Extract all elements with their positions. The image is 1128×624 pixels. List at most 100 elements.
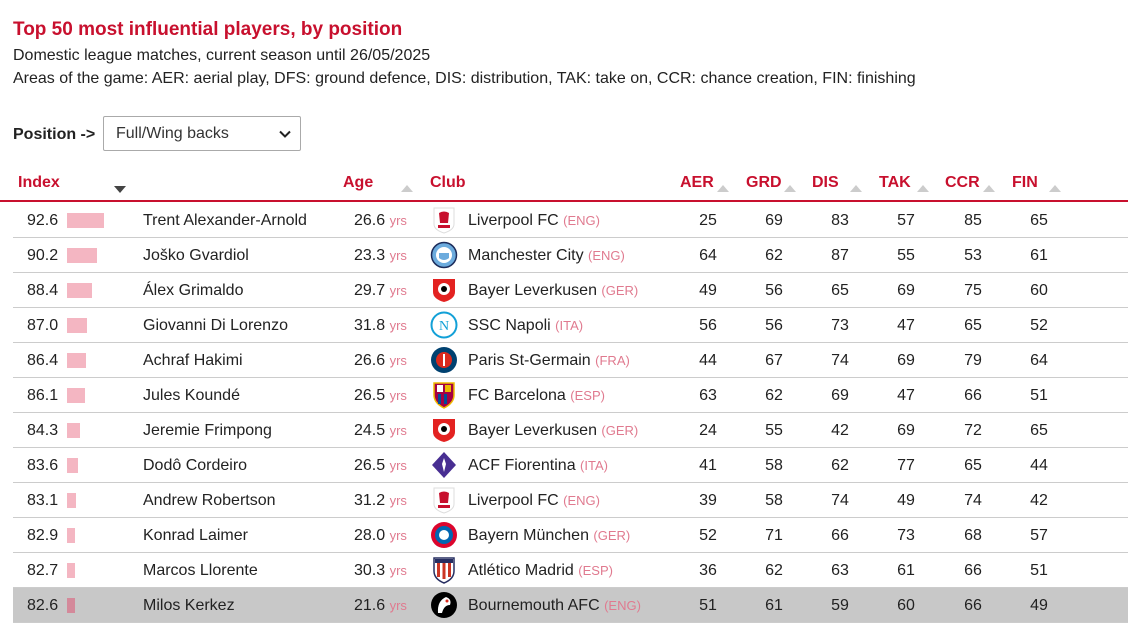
club-name[interactable]: Liverpool FC (ENG) [468,492,600,509]
fin-value: 52 [1030,317,1048,334]
column-header-grd[interactable]: GRD [746,174,796,192]
tak-value: 55 [897,247,915,264]
tak-value: 57 [897,212,915,229]
index-value: 86.1 [27,387,59,404]
club-name[interactable]: Bournemouth AFC (ENG) [468,597,641,614]
tak-value: 69 [897,422,915,439]
table-row[interactable]: 82.9 Konrad Laimer 28.0 yrs Bayern Münch… [13,518,1128,553]
player-name[interactable]: Achraf Hakimi [143,352,243,369]
sort-asc-icon [717,179,729,197]
club-name[interactable]: Liverpool FC (ENG) [468,212,600,229]
table-row[interactable]: 82.7 Marcos Llorente 30.3 yrs Atlético M… [13,553,1128,588]
club-country: (ENG) [563,213,600,228]
psg-crest-icon [430,346,458,374]
grd-value: 62 [765,247,783,264]
age-unit: yrs [389,528,407,543]
aer-value: 24 [699,422,717,439]
grd-value: 62 [765,562,783,579]
player-name[interactable]: Álex Grimaldo [143,282,244,299]
player-name[interactable]: Jules Koundé [143,387,240,404]
table-row[interactable]: 84.3 Jeremie Frimpong 24.5 yrs Bayer Lev… [13,413,1128,448]
table-row[interactable]: 88.4 Álex Grimaldo 29.7 yrs Bayer Leverk… [13,273,1128,308]
column-header-aer[interactable]: AER [680,174,729,192]
player-age: 26.5 yrs [354,457,407,474]
player-name[interactable]: Dodô Cordeiro [143,457,248,474]
liverpool-crest-icon [430,206,458,234]
grd-value: 55 [765,422,783,439]
index-bar [67,563,75,578]
club-country: (ESP) [578,563,613,578]
ccr-value: 65 [964,317,982,334]
club-name[interactable]: Paris St-Germain (FRA) [468,352,630,369]
player-name[interactable]: Giovanni Di Lorenzo [143,317,288,334]
fin-value: 65 [1030,422,1048,439]
tak-value: 47 [897,317,915,334]
sort-asc-icon [784,179,796,197]
index-bar [67,458,78,473]
index-value: 88.4 [27,282,59,299]
player-age: 26.5 yrs [354,387,407,404]
column-header-dis[interactable]: DIS [812,174,862,192]
age-unit: yrs [389,283,407,298]
column-header-tak[interactable]: TAK [879,174,929,192]
club-country: (GER) [601,283,639,298]
dis-value: 42 [831,422,849,439]
manchester-city-crest-icon [430,241,458,269]
age-unit: yrs [389,318,407,333]
club-name[interactable]: Atlético Madrid (ESP) [468,562,613,579]
age-unit: yrs [389,213,407,228]
ccr-value: 74 [964,492,982,509]
ccr-value: 79 [964,352,982,369]
column-header-ccr[interactable]: CCR [945,174,995,192]
player-name[interactable]: Jeremie Frimpong [143,422,272,439]
player-name[interactable]: Milos Kerkez [143,597,235,614]
fin-value: 44 [1030,457,1048,474]
club-name[interactable]: ACF Fiorentina (ITA) [468,457,608,474]
column-header-fin[interactable]: FIN [1012,174,1061,192]
table-row[interactable]: 83.1 Andrew Robertson 31.2 yrs Liverpool… [13,483,1128,518]
player-name[interactable]: Andrew Robertson [143,492,276,509]
table-row[interactable]: 92.6 Trent Alexander-Arnold 26.6 yrs Liv… [13,203,1128,238]
table-row[interactable]: 86.4 Achraf Hakimi 26.6 yrs Paris St-Ger… [13,343,1128,378]
aer-value: 56 [699,317,717,334]
chevron-down-icon [278,127,292,146]
column-header-club[interactable]: Club [430,174,466,191]
index-bar [67,528,75,543]
index-value: 90.2 [27,247,59,264]
ccr-value: 85 [964,212,982,229]
club-name[interactable]: Bayern München (GER) [468,527,631,544]
player-age: 24.5 yrs [354,422,407,439]
column-header-index[interactable]: Index [18,174,126,193]
index-bar [67,598,75,613]
table-row[interactable]: 86.1 Jules Koundé 26.5 yrs FC Barcelona … [13,378,1128,413]
index-bar [67,353,86,368]
ccr-value: 66 [964,562,982,579]
player-name[interactable]: Joško Gvardiol [143,247,249,264]
club-country: (ENG) [604,598,641,613]
table-row[interactable]: 90.2 Joško Gvardiol 23.3 yrs Manchester … [13,238,1128,273]
position-select[interactable]: Full/Wing backs [103,116,301,151]
player-name[interactable]: Trent Alexander-Arnold [143,212,307,229]
club-name[interactable]: Bayer Leverkusen (GER) [468,282,639,299]
player-name[interactable]: Konrad Laimer [143,527,248,544]
table-row[interactable]: 83.6 Dodô Cordeiro 26.5 yrs ACF Fiorenti… [13,448,1128,483]
table-row[interactable]: 87.0 Giovanni Di Lorenzo 31.8 yrs N SSC … [13,308,1128,343]
aer-value: 64 [699,247,717,264]
index-bar [67,248,97,263]
player-age: 26.6 yrs [354,212,407,229]
age-unit: yrs [389,353,407,368]
column-header-age[interactable]: Age [343,174,413,192]
fin-value: 65 [1030,212,1048,229]
bayer-leverkusen-crest-icon [430,276,458,304]
club-country: (ESP) [570,388,605,403]
club-name[interactable]: Manchester City (ENG) [468,247,625,264]
table-row[interactable]: 82.6 Milos Kerkez 21.6 yrs Bournemouth A… [13,588,1128,623]
club-name[interactable]: FC Barcelona (ESP) [468,387,605,404]
club-name[interactable]: SSC Napoli (ITA) [468,317,584,334]
club-name[interactable]: Bayer Leverkusen (GER) [468,422,639,439]
fiorentina-crest-icon [430,451,458,479]
fin-value: 49 [1030,597,1048,614]
aer-value: 63 [699,387,717,404]
ccr-value: 66 [964,597,982,614]
player-name[interactable]: Marcos Llorente [143,562,258,579]
